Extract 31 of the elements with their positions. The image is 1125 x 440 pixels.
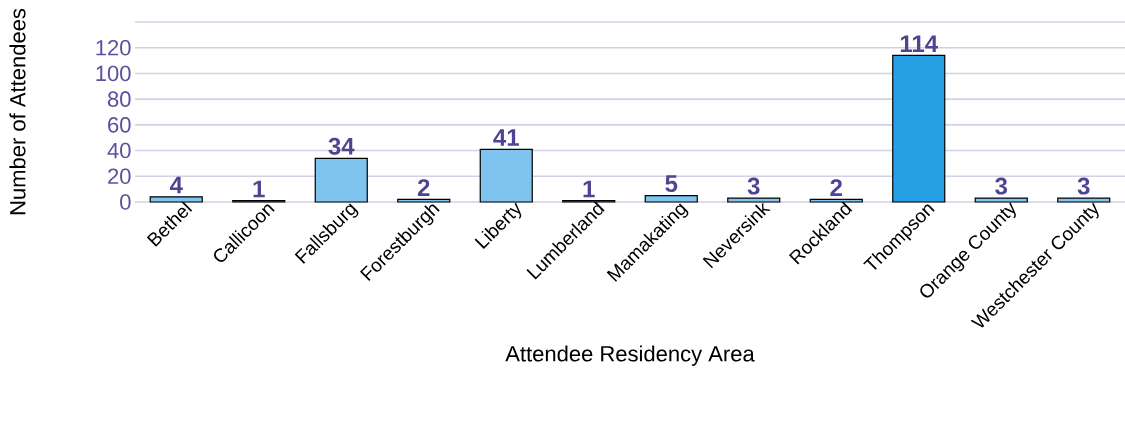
- data-label: 1: [583, 180, 595, 198]
- data-label: 34: [328, 137, 355, 155]
- y-tick-label: 20: [108, 168, 131, 185]
- bar: [892, 54, 946, 203]
- y-axis-title: Number of Attendees: [9, 8, 26, 215]
- y-tick-label: 80: [107, 91, 131, 107]
- bar: [644, 194, 698, 203]
- data-label: 1: [253, 180, 265, 198]
- bar: [727, 197, 781, 203]
- bar: [974, 197, 1028, 203]
- y-tick-label: 120: [96, 39, 131, 56]
- data-label: 3: [1077, 177, 1090, 195]
- y-tick-label: 60: [108, 117, 131, 133]
- data-label: 41: [493, 129, 519, 146]
- data-label: 3: [995, 177, 1008, 195]
- y-tick-label: 100: [96, 65, 131, 82]
- y-tick-label: 0: [120, 194, 131, 210]
- data-label: 2: [830, 179, 842, 196]
- data-label: 114: [900, 35, 938, 52]
- data-label: 2: [417, 179, 430, 196]
- bar: [809, 198, 863, 203]
- bar: [314, 157, 368, 203]
- bar: [397, 198, 451, 203]
- data-label: 3: [747, 177, 760, 195]
- data-label: 5: [665, 175, 678, 193]
- y-tick-label: 40: [107, 142, 131, 159]
- bar: [149, 196, 203, 203]
- data-label: 4: [169, 176, 183, 194]
- bar: [479, 148, 533, 203]
- bar: [1057, 197, 1111, 203]
- x-axis-title: Attendee Residency Area: [505, 345, 755, 366]
